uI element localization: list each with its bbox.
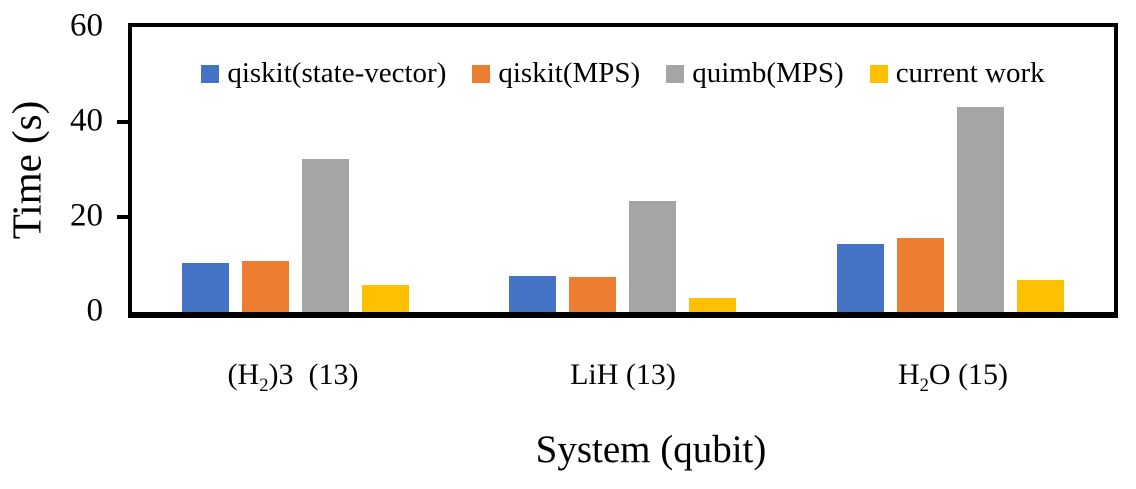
bar-quimb-mps-h2-3-13 (302, 159, 350, 312)
bar-group-lih-13 (459, 27, 786, 312)
bar-current-work-lih-13 (689, 298, 737, 312)
legend-swatch-qiskit-mps (472, 64, 491, 83)
x-tick-label-h2o-15: H2O (15) (897, 358, 1009, 396)
legend-label-quimb-mps: quimb(MPS) (692, 57, 844, 89)
legend-item-quimb-mps: quimb(MPS) (666, 57, 844, 89)
legend-item-current-work: current work (869, 57, 1045, 89)
legend: qiskit(state-vector) qiskit(MPS) quimb(MPS… (132, 59, 1114, 88)
x-tick-label-lih-13: LiH (13) (570, 358, 676, 391)
legend-item-qiskit-state-vector: qiskit(state-vector) (201, 59, 446, 88)
bar-qiskit-mps-lih-13 (569, 277, 617, 312)
y-axis: 0 20 40 60 (0, 9, 103, 327)
y-tick-label-0: 0 (86, 292, 104, 329)
bar-quimb-mps-lih-13 (629, 201, 677, 312)
bar-qiskit-mps-h2-3-13 (242, 261, 290, 312)
bar-group-h2o-15 (787, 27, 1114, 312)
legend-label-qiskit-mps: qiskit(MPS) (498, 57, 641, 89)
bar-quimb-mps-h2o-15 (956, 106, 1004, 312)
bar-qiskit-state-vector-h2o-15 (836, 243, 884, 312)
bar-group-h2-3-13 (132, 27, 459, 312)
bar-qiskit-state-vector-h2-3-13 (182, 263, 230, 312)
y-tick-label-60: 60 (70, 7, 103, 44)
x-axis-title: System (qubit) (535, 428, 767, 471)
bar-current-work-h2-3-13 (362, 284, 410, 312)
legend-swatch-current-work (869, 64, 888, 83)
plot-area: qiskit(state-vector) qiskit(MPS) quimb(MPS… (128, 23, 1118, 318)
bar-groups-container (132, 27, 1114, 312)
x-tick-label-h2-3-13: (H2)3 (13) (227, 358, 359, 396)
y-tick-label-40: 40 (70, 102, 103, 139)
y-tick-mark-20 (117, 215, 128, 219)
legend-swatch-quimb-mps (666, 64, 685, 83)
bar-current-work-h2o-15 (1016, 279, 1064, 312)
bar-qiskit-mps-h2o-15 (896, 237, 944, 312)
x-axis-tick-labels: (H2)3 (13) LiH (13) H2O (15) (128, 357, 1118, 396)
legend-item-qiskit-mps: qiskit(MPS) (472, 59, 640, 88)
legend-swatch-qiskit-state-vector (201, 64, 220, 83)
y-tick-label-20: 20 (70, 197, 103, 234)
legend-label-current-work: current work (895, 57, 1045, 89)
y-tick-mark-40 (117, 120, 128, 124)
legend-label-qiskit-state-vector: qiskit(state-vector) (227, 57, 447, 89)
bar-qiskit-state-vector-lih-13 (509, 276, 557, 312)
